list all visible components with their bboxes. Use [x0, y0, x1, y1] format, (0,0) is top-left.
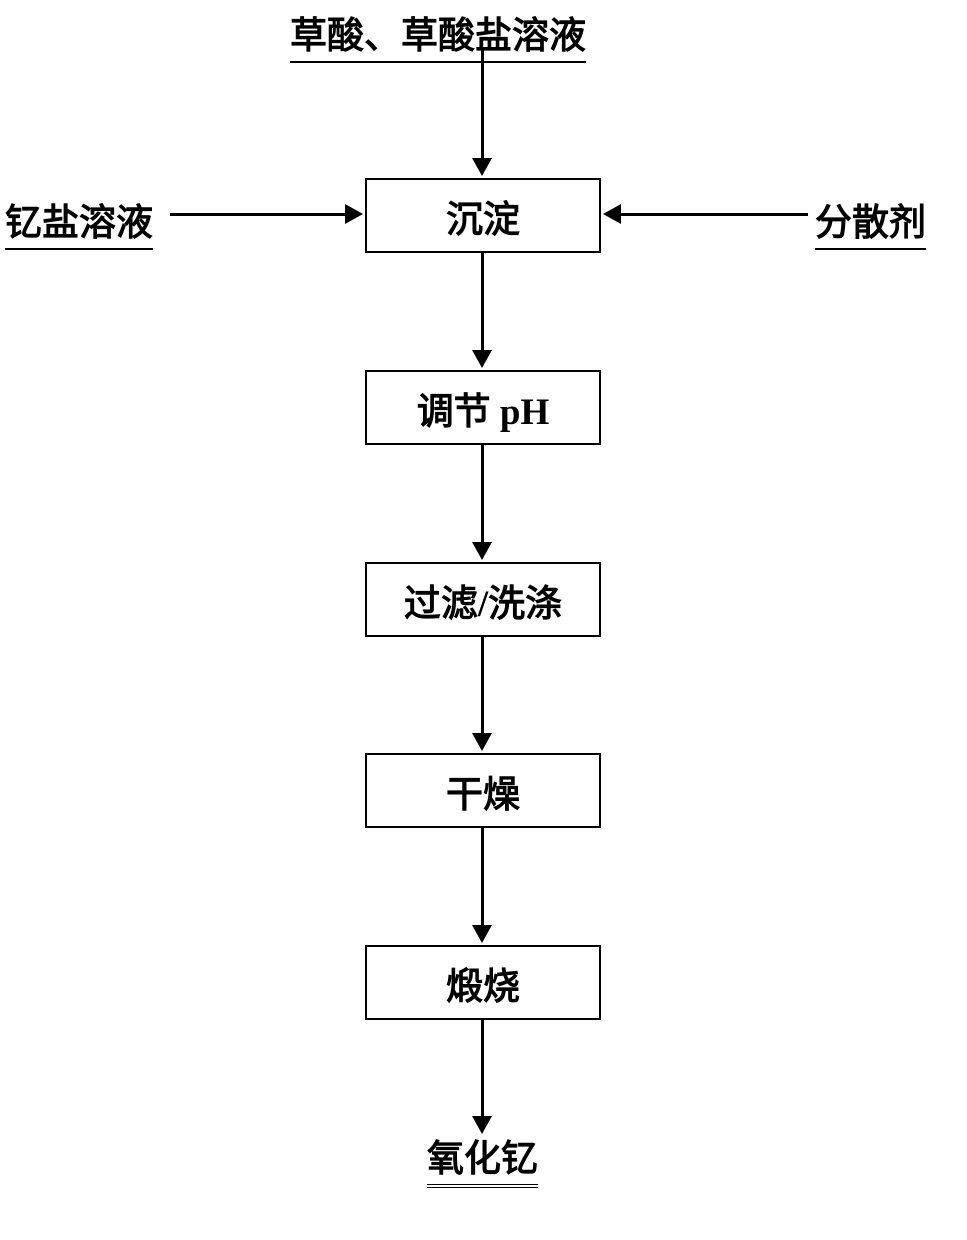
arrow-h-right — [619, 213, 808, 216]
arrow-head-v-4 — [472, 925, 492, 943]
arrow-head-v-3 — [472, 733, 492, 751]
arrow-head-v-5 — [472, 1116, 492, 1134]
arrow-h-left — [170, 213, 347, 216]
arrow-v-0 — [481, 50, 484, 160]
arrow-head-v-0 — [472, 158, 492, 176]
arrow-v-3 — [481, 637, 484, 735]
input-left-label: 钇盐溶液 — [5, 192, 153, 250]
arrow-head-v-2 — [472, 542, 492, 560]
step-box-2: 过滤/洗涤 — [365, 562, 601, 637]
input-right-text: 分散剂 — [815, 192, 926, 250]
arrow-v-4 — [481, 828, 484, 927]
input-top-text: 草酸、草酸盐溶液 — [290, 5, 586, 63]
arrow-head-v-1 — [472, 350, 492, 368]
step-label-2: 过滤/洗涤 — [404, 573, 562, 627]
step-box-1: 调节 pH — [365, 370, 601, 445]
arrow-v-5 — [481, 1020, 484, 1118]
step-label-4: 煅烧 — [446, 956, 520, 1010]
step-label-3: 干燥 — [446, 764, 520, 818]
step-box-0: 沉淀 — [365, 178, 601, 253]
arrow-v-2 — [481, 445, 484, 544]
output-text: 氧化钇 — [427, 1128, 538, 1188]
step-box-3: 干燥 — [365, 753, 601, 828]
input-left-text: 钇盐溶液 — [5, 192, 153, 250]
arrow-head-h-left — [345, 204, 363, 224]
step-label-0: 沉淀 — [446, 189, 520, 243]
arrow-head-h-right — [603, 204, 621, 224]
arrow-v-1 — [481, 253, 484, 352]
input-right-label: 分散剂 — [815, 192, 926, 250]
flowchart-container: 草酸、草酸盐溶液 钇盐溶液 分散剂 沉淀 调节 pH 过滤/洗涤 干燥 煅烧 氧… — [0, 0, 967, 1240]
input-top-label: 草酸、草酸盐溶液 — [290, 5, 586, 63]
step-box-4: 煅烧 — [365, 945, 601, 1020]
output-label: 氧化钇 — [427, 1128, 538, 1188]
step-label-1: 调节 pH — [417, 381, 550, 435]
